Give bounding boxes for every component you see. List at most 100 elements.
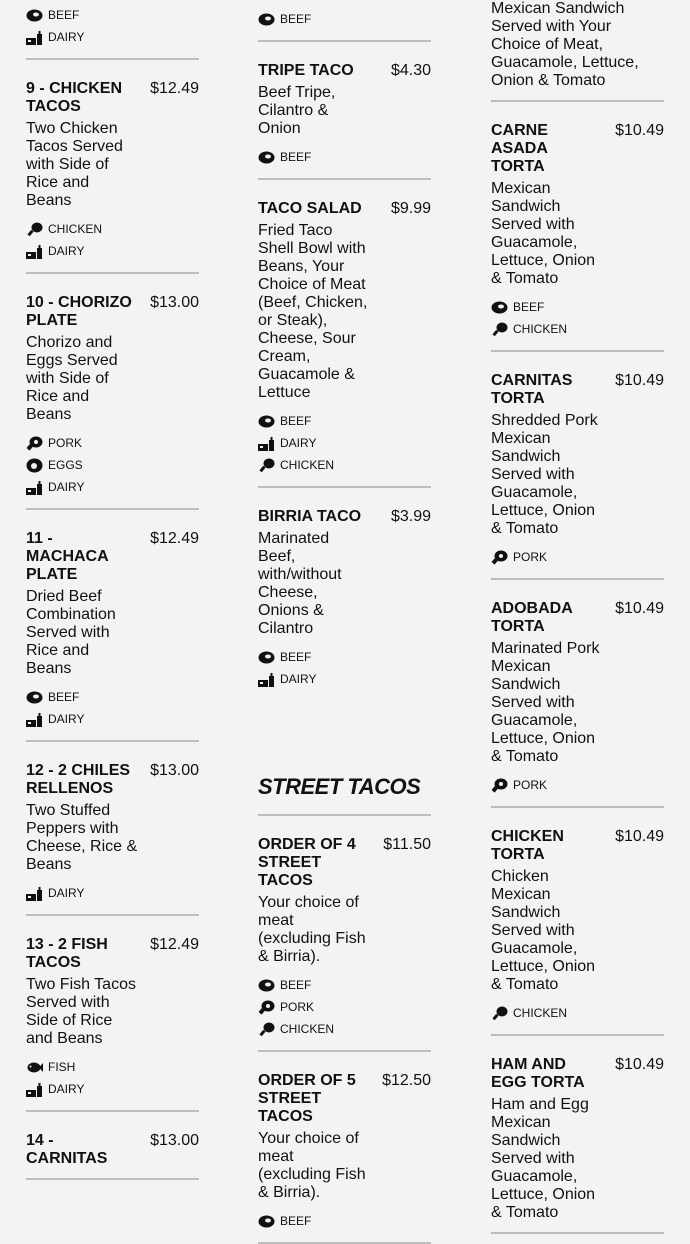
fish-icon: [26, 1060, 48, 1075]
pork-icon: [26, 436, 48, 451]
tag-fish: FISH: [26, 1056, 199, 1078]
item-description: Two Fish Tacos Served with Side of Rice …: [26, 976, 136, 1047]
item-description: Fried Taco Shell Bowl with Beans, Your C…: [258, 222, 368, 401]
menu-item[interactable]: BEEF: [258, 8, 431, 42]
item-price: $13.00: [150, 762, 199, 779]
dairy-icon: [258, 436, 280, 451]
steak-icon: [258, 414, 280, 429]
item-price: $10.49: [615, 828, 664, 845]
item-description: Marinated Beef, with/without Cheese, Oni…: [258, 530, 342, 637]
item-name: CHICKEN TORTA: [491, 828, 564, 863]
tag-label: BEEF: [280, 150, 312, 164]
tag-label: CHICKEN: [513, 322, 568, 336]
dietary-tags: PORK: [491, 774, 664, 796]
dairy-icon: [26, 1082, 48, 1097]
item-description: Ham and Egg Mexican Sandwich Served with…: [491, 1096, 596, 1221]
item-price: $10.49: [615, 600, 664, 617]
item-name: 13 - 2 FISH TACOS: [26, 936, 108, 971]
dairy-icon: [26, 886, 48, 901]
item-description: Shredded Pork Mexican Sandwich Served wi…: [491, 412, 598, 537]
menu-item[interactable]: 11 - MACHACA PLATE $12.49 Dried Beef Combi…: [26, 510, 199, 742]
dietary-tags: BEEF: [258, 8, 431, 30]
item-description: Your choice of meat (excluding Fish & Bi…: [258, 1130, 366, 1201]
dairy-icon: [26, 712, 48, 727]
tag-label: DAIRY: [280, 672, 317, 686]
dietary-tags: CHICKEN: [491, 1002, 664, 1024]
menu-item[interactable]: 14 - CARNITAS $13.00: [26, 1112, 199, 1180]
menu-item[interactable]: BIRRIA TACO $3.99 Marinated Beef, with/wit…: [258, 488, 431, 700]
tag-dairy: DAIRY: [26, 708, 199, 730]
tag-label: DAIRY: [280, 436, 317, 450]
tag-label: DAIRY: [48, 712, 85, 726]
item-name: CARNITAS TORTA: [491, 372, 573, 407]
item-name: 9 - CHICKEN TACOS: [26, 80, 123, 115]
item-description: Marinated Pork Mexican Sandwich Served w…: [491, 640, 600, 765]
tag-label: CHICKEN: [513, 1006, 568, 1020]
item-name: ORDER OF 5 STREET TACOS: [258, 1072, 356, 1125]
dietary-tags: CHICKEN DAIRY: [26, 218, 199, 262]
tag-pork: PORK: [258, 996, 431, 1018]
tag-label: BEEF: [280, 1214, 312, 1228]
egg-icon: [26, 458, 48, 473]
item-price: $12.49: [150, 80, 199, 97]
tag-label: CHICKEN: [280, 1022, 335, 1036]
item-description: Two Stuffed Peppers with Cheese, Rice & …: [26, 802, 138, 873]
menu-item[interactable]: 10 - CHORIZO PLATE $13.00 Chorizo and Eggs…: [26, 274, 199, 510]
tag-chicken: CHICKEN: [491, 318, 664, 340]
tag-chicken: CHICKEN: [26, 218, 199, 240]
item-description: Chorizo and Eggs Served with Side of Ric…: [26, 334, 118, 423]
menu-item[interactable]: ORDER OF 5 STREET TACOS $12.50 Your choice…: [258, 1052, 431, 1244]
menu-item[interactable]: CHICKEN TORTA $10.49 Chicken Mexican Sandw…: [491, 808, 664, 1036]
item-name: 14 - CARNITAS: [26, 1132, 108, 1167]
item-description: Mexican Sandwich Served with Your Choice…: [491, 0, 639, 89]
tag-beef: BEEF: [258, 1210, 431, 1232]
menu-item[interactable]: TORTASMexican Sandwich Served with Your …: [491, 0, 664, 102]
tag-beef: BEEF: [491, 296, 664, 318]
menu-item[interactable]: ADOBADA TORTA $10.49 Marinated Pork Mexica…: [491, 580, 664, 808]
item-price: $13.00: [150, 1132, 199, 1149]
steak-icon: [258, 650, 280, 665]
drumstick-icon: [26, 222, 48, 237]
tag-label: CHICKEN: [48, 222, 103, 236]
menu-item[interactable]: TACO SALAD $9.99 Fried Taco Shell Bowl wit…: [258, 180, 431, 488]
menu-item[interactable]: TRIPE TACO $4.30 Beef Tripe, Cilantro & On…: [258, 42, 431, 180]
tag-beef: BEEF: [26, 4, 199, 26]
menu-item[interactable]: HAM AND EGG TORTA $10.49 Ham and Egg Mexic…: [491, 1036, 664, 1234]
tag-dairy: DAIRY: [26, 26, 199, 48]
dietary-tags: DAIRY: [26, 882, 199, 904]
tag-label: BEEF: [280, 650, 312, 664]
tag-eggs: EGGS: [26, 454, 199, 476]
tag-chicken: CHICKEN: [258, 1018, 431, 1040]
item-price: $10.49: [615, 1056, 664, 1073]
steak-icon: [258, 1214, 280, 1229]
menu-item[interactable]: 9 - CHICKEN TACOS $12.49 Two Chicken Tacos…: [26, 60, 199, 274]
menu-item[interactable]: 12 - 2 CHILES RELLENOS $13.00 Two Stuffed …: [26, 742, 199, 916]
menu-column-3: TORTASMexican Sandwich Served with Your …: [491, 0, 664, 1234]
item-price: $10.49: [615, 122, 664, 139]
dairy-icon: [26, 244, 48, 259]
tag-beef: BEEF: [258, 974, 431, 996]
menu-item[interactable]: 13 - 2 FISH TACOS $12.49 Two Fish Tacos Se…: [26, 916, 199, 1112]
dietary-tags: BEEF DAIRY: [26, 4, 199, 48]
item-description: Your choice of meat (excluding Fish & Bi…: [258, 894, 366, 965]
item-description: Mexican Sandwich Served with Guacamole, …: [491, 180, 596, 287]
tag-label: CHICKEN: [280, 458, 335, 472]
item-description: Two Chicken Tacos Served with Side of Ri…: [26, 120, 123, 209]
dietary-tags: BEEF DAIRY CHICKEN: [258, 410, 431, 476]
item-description: Dried Beef Combination Served with Rice …: [26, 588, 116, 677]
item-price: $10.49: [615, 372, 664, 389]
menu-item[interactable]: ORDER OF 4 STREET TACOS $11.50 Your choice…: [258, 816, 431, 1052]
steak-icon: [258, 12, 280, 27]
item-name: 11 - MACHACA PLATE: [26, 530, 109, 583]
menu-item[interactable]: CARNE ASADA TORTA $10.49 Mexican Sandwich …: [491, 102, 664, 352]
tag-label: FISH: [48, 1060, 76, 1074]
dietary-tags: BEEF: [258, 146, 431, 168]
tag-beef: BEEF: [258, 410, 431, 432]
tag-label: EGGS: [48, 458, 83, 472]
item-price: $9.99: [390, 200, 431, 217]
dietary-tags: BEEF DAIRY: [258, 646, 431, 690]
menu-item[interactable]: CARNITAS TORTA $10.49 Shredded Pork Mexica…: [491, 352, 664, 580]
item-name: CARNE ASADA TORTA: [491, 122, 548, 175]
